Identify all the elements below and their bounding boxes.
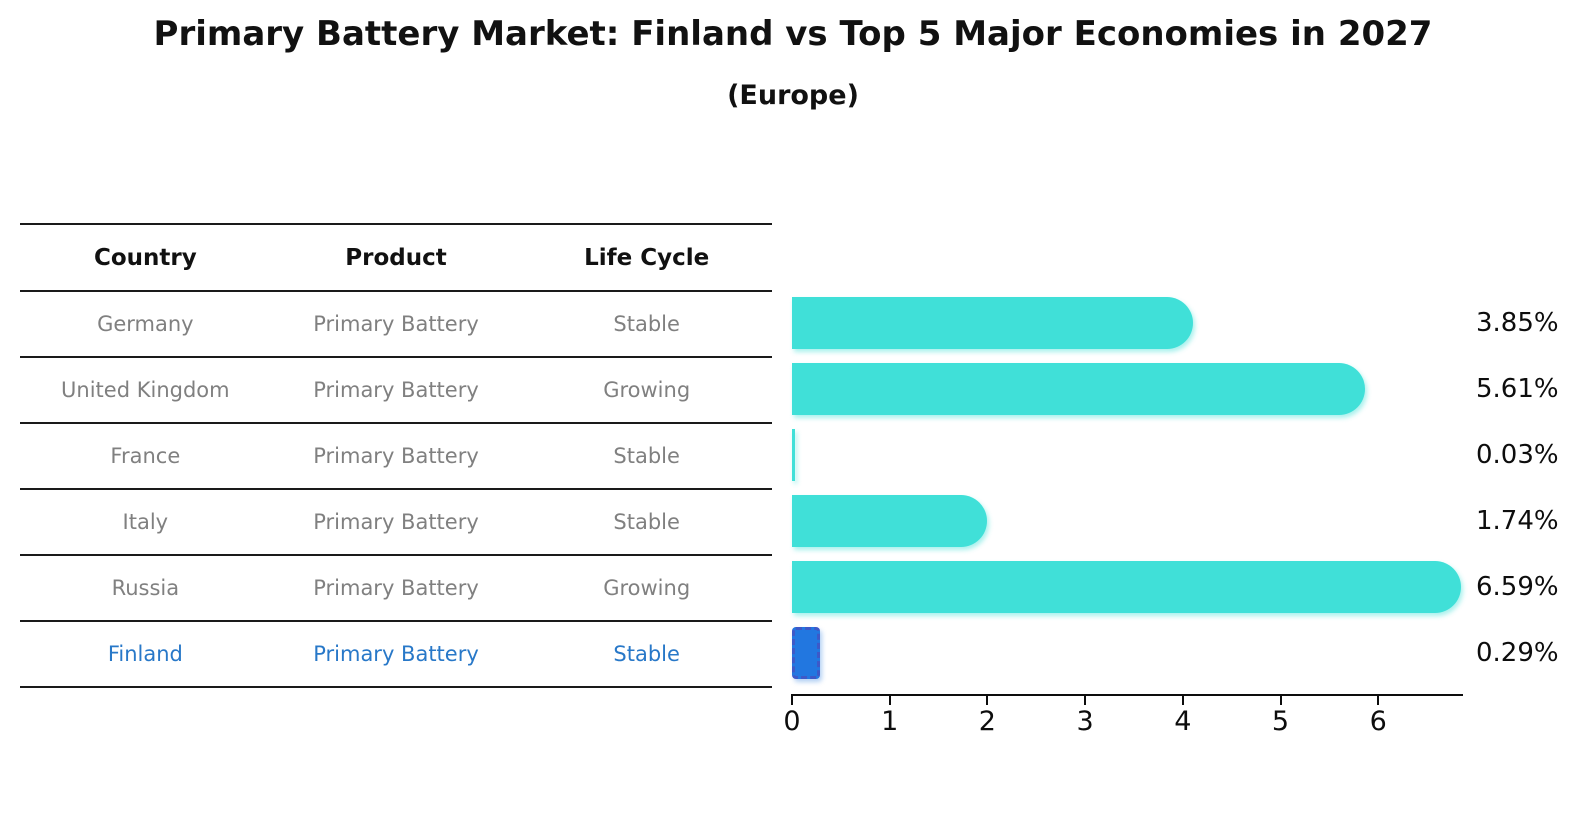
- bar-italy: [792, 495, 987, 547]
- value-label-italy: 1.74%: [1476, 506, 1559, 536]
- value-label-united-kingdom: 5.61%: [1476, 374, 1559, 404]
- x-tick-label-2: 2: [978, 706, 996, 737]
- cell-country: Germany: [97, 312, 194, 336]
- cell-product: Primary Battery: [313, 576, 479, 600]
- value-label-germany: 3.85%: [1476, 308, 1559, 338]
- x-tick-mark-1: [888, 696, 891, 705]
- column-header-product: Product: [345, 244, 447, 271]
- bar-france: [792, 429, 795, 481]
- x-tick-mark-6: [1377, 696, 1380, 705]
- x-tick-mark-2: [986, 696, 989, 705]
- cell-life-cycle: Stable: [613, 510, 680, 534]
- cell-life-cycle: Growing: [603, 576, 691, 600]
- x-tick-label-6: 6: [1369, 706, 1387, 737]
- cell-product: Primary Battery: [313, 642, 479, 666]
- cell-country: Italy: [122, 510, 169, 534]
- x-tick-label-0: 0: [783, 706, 801, 737]
- table-row-united-kingdom: United Kingdom Primary Battery Growing: [20, 358, 772, 424]
- cell-life-cycle: Growing: [603, 378, 691, 402]
- column-header-country: Country: [93, 244, 197, 271]
- page-title: Primary Battery Market: Finland vs Top 5…: [153, 14, 1433, 54]
- x-tick-mark-3: [1084, 696, 1087, 705]
- table-row-russia: Russia Primary Battery Growing: [20, 556, 772, 622]
- cell-country: France: [110, 444, 181, 468]
- x-tick-mark-4: [1181, 696, 1184, 705]
- x-tick-mark-0: [791, 696, 793, 705]
- value-label-russia: 6.59%: [1476, 572, 1559, 602]
- table-row-germany: Germany Primary Battery Stable: [20, 292, 772, 358]
- table-row-finland: Finland Primary Battery Stable: [20, 622, 772, 688]
- bar-united-kingdom: [792, 363, 1365, 415]
- cell-product: Primary Battery: [313, 510, 479, 534]
- bar-russia: [792, 561, 1461, 613]
- table-body: Germany Primary Battery Stable United Kingd…: [20, 292, 772, 688]
- bar-germany: [792, 297, 1193, 349]
- x-tick-mark-5: [1279, 696, 1282, 705]
- cell-life-cycle: Stable: [613, 444, 680, 468]
- table-row-france: France Primary Battery Stable: [20, 424, 772, 490]
- cell-life-cycle: Stable: [613, 642, 680, 666]
- column-header-life-cycle: Life Cycle: [584, 244, 710, 271]
- cell-country: Finland: [107, 642, 183, 666]
- country-table: Country Product Life Cycle Germany Primar…: [20, 223, 772, 688]
- cell-product: Primary Battery: [313, 378, 479, 402]
- bar-finland: [792, 627, 820, 679]
- table-row-italy: Italy Primary Battery Stable: [20, 490, 772, 556]
- x-tick-label-3: 3: [1076, 706, 1094, 737]
- page-subtitle: (Europe): [727, 80, 859, 111]
- cell-country: Russia: [111, 576, 180, 600]
- cell-country: United Kingdom: [61, 378, 230, 402]
- cell-life-cycle: Stable: [613, 312, 680, 336]
- x-axis-line: [791, 694, 1463, 696]
- x-tick-label-1: 1: [881, 706, 899, 737]
- table-header-row: Country Product Life Cycle: [20, 225, 772, 292]
- value-label-france: 0.03%: [1476, 440, 1559, 470]
- x-tick-label-4: 4: [1174, 706, 1192, 737]
- cell-product: Primary Battery: [313, 312, 479, 336]
- value-label-finland: 0.29%: [1476, 638, 1559, 668]
- x-tick-label-5: 5: [1271, 706, 1290, 737]
- cell-product: Primary Battery: [313, 444, 479, 468]
